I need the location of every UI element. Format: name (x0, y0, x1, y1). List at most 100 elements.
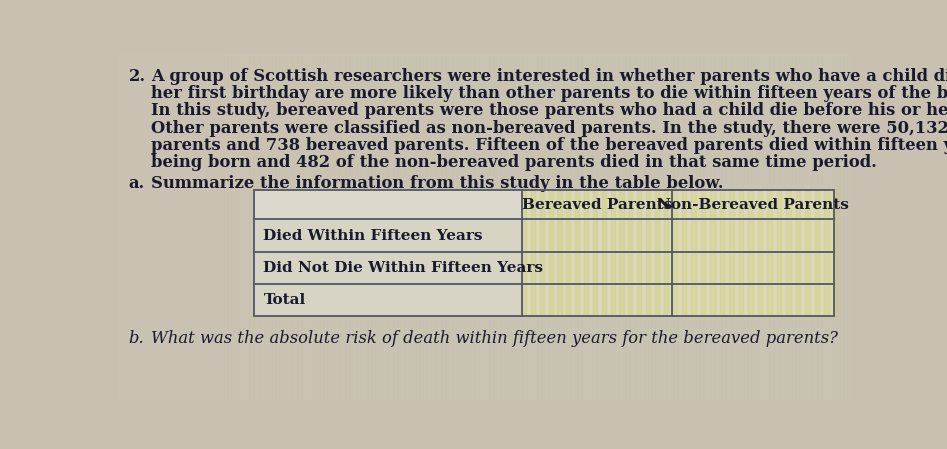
Text: Did Not Die Within Fifteen Years: Did Not Die Within Fifteen Years (263, 261, 544, 275)
Bar (136, 54, 141, 400)
Bar (679, 54, 684, 400)
Bar (307, 54, 311, 400)
Bar (834, 284, 838, 317)
Bar (288, 54, 293, 400)
Bar (243, 54, 248, 400)
Bar (845, 54, 849, 400)
Bar (691, 284, 696, 317)
Bar (758, 190, 762, 220)
Bar (436, 54, 440, 400)
Bar (593, 190, 597, 220)
Bar (646, 284, 651, 317)
Bar (173, 54, 178, 400)
Bar (825, 284, 829, 317)
Bar (790, 54, 794, 400)
Bar (461, 54, 466, 400)
Text: a.: a. (129, 175, 145, 192)
Bar (767, 54, 772, 400)
Bar (594, 54, 599, 400)
Bar (767, 190, 772, 220)
Bar (611, 220, 615, 252)
Bar (628, 252, 633, 284)
Bar (531, 190, 535, 220)
Bar (646, 190, 651, 220)
Bar (531, 54, 536, 400)
Bar (628, 220, 633, 252)
Bar (170, 54, 174, 400)
Bar (329, 54, 333, 400)
Bar (410, 54, 414, 400)
Bar (406, 54, 410, 400)
Bar (819, 54, 824, 400)
Bar (804, 54, 809, 400)
Bar (192, 54, 197, 400)
Bar (605, 54, 610, 400)
Bar (831, 54, 834, 400)
Bar (664, 190, 668, 220)
Bar (682, 252, 687, 284)
Bar (637, 190, 641, 220)
Bar (254, 284, 522, 317)
Bar (748, 252, 753, 284)
Bar (611, 284, 615, 317)
Bar (657, 54, 661, 400)
Bar (701, 220, 706, 252)
Bar (710, 284, 715, 317)
Bar (572, 54, 577, 400)
Bar (575, 220, 580, 252)
Bar (564, 54, 569, 400)
Text: Summarize the information from this study in the table below.: Summarize the information from this stud… (151, 175, 724, 192)
Bar (710, 190, 715, 220)
Bar (771, 54, 776, 400)
Bar (653, 54, 657, 400)
Bar (185, 54, 189, 400)
Bar (241, 54, 244, 400)
Bar (786, 252, 791, 284)
Bar (557, 54, 562, 400)
Bar (417, 54, 421, 400)
Bar (797, 54, 801, 400)
Bar (710, 220, 715, 252)
Bar (575, 252, 580, 284)
Bar (806, 190, 810, 220)
Bar (210, 54, 215, 400)
Bar (540, 252, 544, 284)
Bar (619, 190, 623, 220)
Bar (611, 252, 615, 284)
Text: Total: Total (263, 293, 306, 307)
Bar (566, 284, 570, 317)
Bar (672, 190, 677, 220)
Bar (748, 220, 753, 252)
Bar (627, 54, 632, 400)
Bar (387, 54, 392, 400)
Bar (739, 220, 743, 252)
Bar (815, 220, 819, 252)
Bar (777, 220, 781, 252)
Bar (524, 54, 528, 400)
Bar (782, 54, 787, 400)
Bar (672, 252, 834, 284)
Text: 2.: 2. (129, 68, 146, 85)
Bar (720, 220, 724, 252)
Bar (720, 284, 724, 317)
Bar (340, 54, 344, 400)
Bar (638, 54, 643, 400)
Bar (758, 220, 762, 252)
Text: Bereaved Parents: Bereaved Parents (522, 198, 672, 212)
Bar (522, 252, 527, 284)
Bar (757, 54, 760, 400)
Bar (808, 54, 813, 400)
Bar (535, 54, 540, 400)
Bar (134, 54, 137, 400)
Bar (777, 284, 781, 317)
Bar (420, 54, 425, 400)
Bar (738, 54, 742, 400)
Bar (558, 220, 562, 252)
Bar (558, 252, 562, 284)
Bar (377, 54, 381, 400)
Bar (598, 54, 602, 400)
Bar (313, 54, 318, 400)
Bar (646, 54, 651, 400)
Bar (439, 54, 444, 400)
Bar (796, 190, 800, 220)
